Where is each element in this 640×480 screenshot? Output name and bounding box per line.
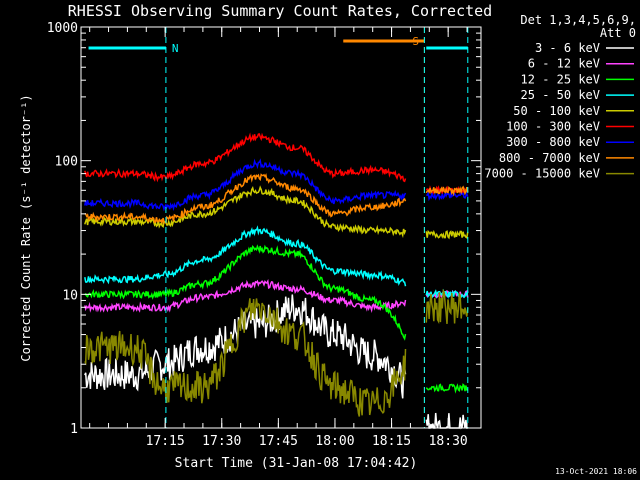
legend-entry: 6 - 12 keV xyxy=(528,57,600,71)
series-line-8 xyxy=(84,173,407,225)
x-tick-label: 18:15 xyxy=(372,434,411,449)
y-tick-label: 100 xyxy=(55,155,78,170)
legend-entry: 800 - 7000 keV xyxy=(499,151,600,165)
legend: Det 1,3,4,5,6,9,Att 03 - 6 keV 6 - 12 keV… xyxy=(484,13,636,181)
series-line-2 xyxy=(84,279,407,313)
series-line-7 xyxy=(84,158,407,212)
y-tick-label: 1 xyxy=(70,422,78,437)
flag-label: N xyxy=(172,42,179,55)
series-line-1-segment-2 xyxy=(425,412,468,430)
series-line-6 xyxy=(84,132,407,183)
series-line-4 xyxy=(84,225,407,287)
legend-entry: 3 - 6 keV xyxy=(535,41,600,55)
x-tick-label: 17:30 xyxy=(202,434,241,449)
y-axis-label: Corrected Count Rate (s⁻¹ detector⁻¹) xyxy=(19,94,33,361)
series-line-5-segment-2 xyxy=(425,229,469,240)
x-tick-label: 17:45 xyxy=(259,434,298,449)
series-line-5 xyxy=(84,185,407,239)
legend-entry: 300 - 800 keV xyxy=(506,135,600,149)
x-axis-label: Start Time (31-Jan-08 17:04:42) xyxy=(175,456,418,471)
series-line-9-segment-2 xyxy=(425,288,469,325)
series-line-3 xyxy=(84,244,407,341)
legend-entry: 7000 - 15000 keV xyxy=(484,167,600,181)
x-tick-label: 18:00 xyxy=(315,434,354,449)
data-curves xyxy=(84,132,469,430)
legend-entry: 50 - 100 keV xyxy=(513,104,600,118)
x-tick-label: 18:30 xyxy=(429,434,468,449)
series-line-3-segment-2 xyxy=(425,383,468,394)
render-timestamp: 13-Oct-2021 18:06 xyxy=(555,467,637,476)
x-tick-label: 17:15 xyxy=(146,434,185,449)
legend-entry: 100 - 300 keV xyxy=(506,120,600,134)
plot-frame xyxy=(80,26,482,429)
y-tick-label: 10 xyxy=(62,288,78,303)
observing-flags: NS xyxy=(88,27,469,428)
legend-header: Det 1,3,4,5,6,9, xyxy=(520,13,636,27)
legend-entry: 12 - 25 keV xyxy=(521,72,600,86)
chart-title: RHESSI Observing Summary Count Rates, Co… xyxy=(68,2,492,20)
flag-label: S xyxy=(412,35,419,48)
legend-header-att: Att 0 xyxy=(600,26,636,40)
plot-axes: 1 10 100 1000 17:15 17:30 17:45 18:00 18:15 18:30 xyxy=(47,21,482,449)
series-line-8-segment-2 xyxy=(425,185,469,197)
y-tick-label: 1000 xyxy=(47,21,78,36)
series-line-9 xyxy=(84,298,407,417)
legend-entry: 25 - 50 keV xyxy=(521,88,600,102)
